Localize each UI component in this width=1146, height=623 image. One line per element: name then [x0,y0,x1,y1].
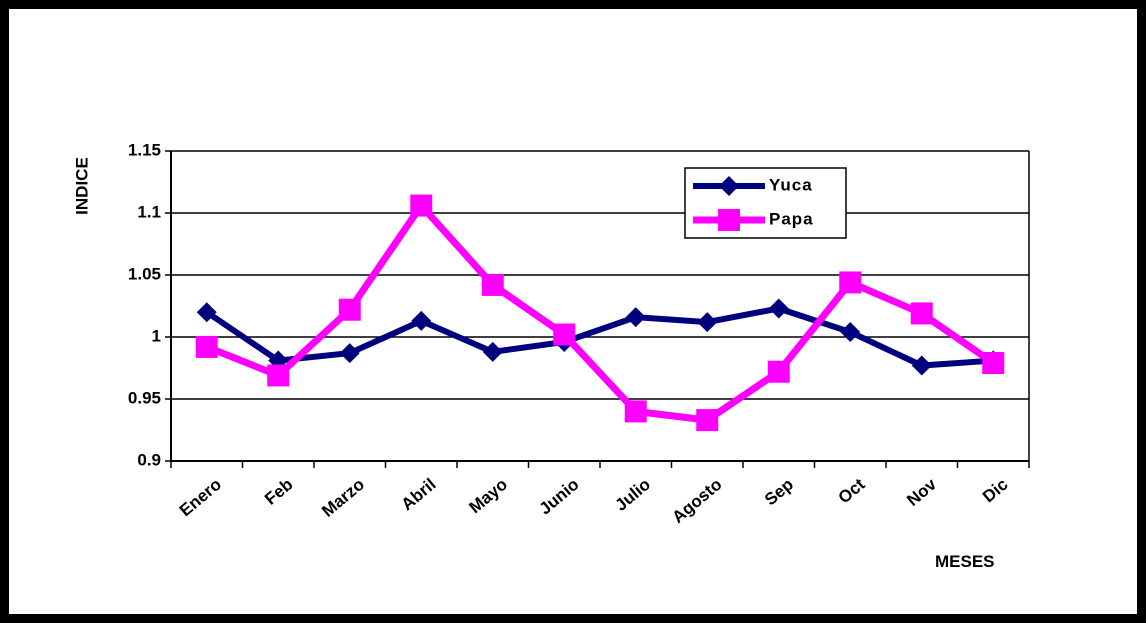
data-point-papa [696,409,719,432]
x-tick-label: Enero [176,475,225,521]
data-point-papa [195,335,218,358]
x-tick-label: Abril [398,475,440,514]
data-point-yuca [768,298,789,319]
data-point-yuca [911,355,932,376]
series-line-yuca [205,305,994,369]
data-point-yuca [196,302,217,323]
x-axis-title: MESES [935,552,995,571]
x-tick-label: Oct [835,474,869,507]
chart-frame: 0.9 0.95 1 1.05 1.1 1.15 Enero Feb Marzo Abril Ma… [9,9,1137,614]
x-tick-label: Marzo [318,475,368,521]
y-tick-label: 1 [152,326,161,345]
legend-marker-papa [718,209,740,231]
data-point-papa [767,360,790,383]
y-tick-labels: 0.9 0.95 1 1.05 1.1 1.15 [128,140,161,469]
series-line-papa [205,199,996,424]
legend: Yuca Papa [684,167,847,239]
gridlines [171,150,1029,400]
legend-label-papa: Papa [769,209,814,228]
legend-label-yuca: Yuca [769,175,813,194]
data-point-yuca [411,310,432,331]
data-point-yuca [697,312,718,333]
data-point-papa [910,302,933,325]
data-point-yuca [482,341,503,362]
y-tick-label: 0.95 [128,388,161,407]
axes [165,150,1030,468]
y-tick-label: 1.15 [128,140,161,159]
data-point-papa [481,273,504,296]
x-tick-label: Junio [536,475,583,519]
x-tick-label: Feb [261,475,296,509]
data-point-papa [839,271,862,294]
y-axis-title: INDICE [72,157,91,215]
data-point-papa [338,298,361,321]
data-point-yuca [625,307,646,328]
x-tick-label: Mayo [466,475,512,517]
data-point-yuca [339,343,360,364]
series-layer [195,194,1005,432]
line-chart: 0.9 0.95 1 1.05 1.1 1.15 Enero Feb Marzo Abril Ma… [72,140,1030,571]
data-point-yuca [840,322,861,343]
data-point-papa [410,194,433,217]
legend-box [684,167,847,239]
data-point-papa [267,364,290,387]
x-tick-label: Agosto [668,475,725,527]
x-tick-label: Nov [903,474,940,510]
data-point-papa [553,323,576,346]
data-point-papa [982,352,1005,375]
x-tick-labels: Enero Feb Marzo Abril Mayo Junio Julio Agosto Se… [176,474,1012,527]
x-tick-label: Sep [761,475,797,510]
series-papa [195,194,1005,432]
y-tick-label: 0.9 [137,450,161,469]
y-tick-label: 1.1 [137,202,161,221]
legend-marker-yuca [719,176,739,196]
x-tick-label: Julio [611,475,654,515]
data-point-papa [624,400,647,423]
x-tick-label: Dic [979,475,1011,507]
y-tick-label: 1.05 [128,264,161,283]
